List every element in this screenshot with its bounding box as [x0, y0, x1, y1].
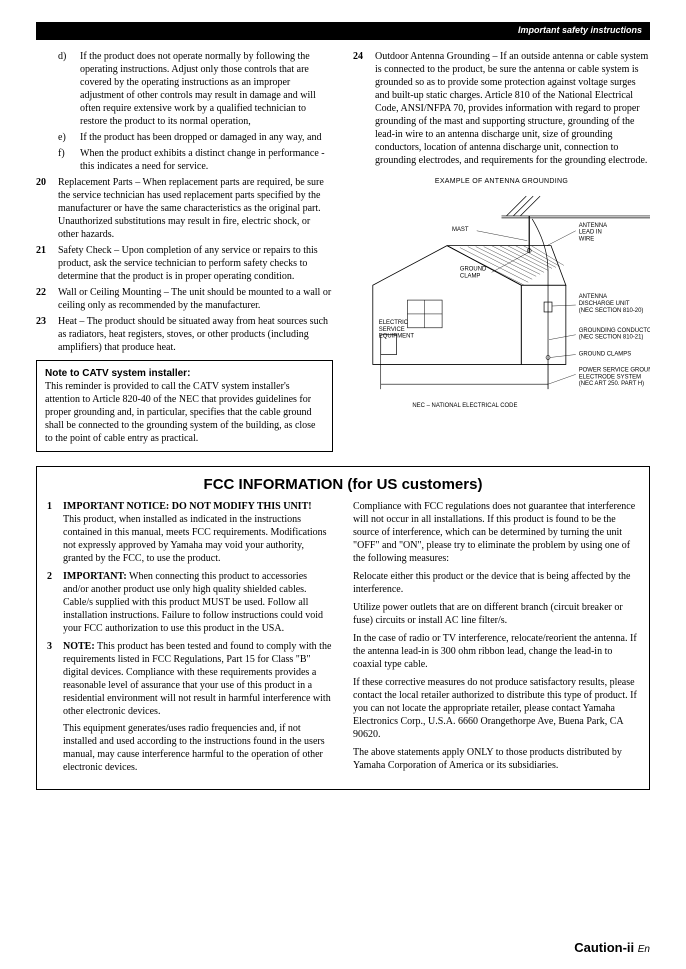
sub-text: When the product exhibits a distinct cha…	[80, 147, 333, 173]
sub-text: If the product has been dropped or damag…	[80, 131, 333, 144]
left-column: d)If the product does not operate normal…	[36, 50, 333, 452]
fcc-paragraph: In the case of radio or TV interference,…	[353, 632, 639, 671]
sub-letter: e)	[58, 131, 80, 144]
catv-note-box: Note to CATV system installer: This remi…	[36, 360, 333, 452]
label-antenna-leadin: ANTENNA LEAD IN WIRE	[579, 223, 609, 243]
fcc-left-column: 1IMPORTANT NOTICE: DO NOT MODIFY THIS UN…	[47, 500, 333, 779]
item-number: 22	[36, 286, 58, 312]
label-grounding-conductors: GROUNDING CONDUCTORS (NEC SECTION 810-21…	[579, 328, 650, 341]
fcc-item: 3NOTE: This product has been tested and …	[47, 640, 333, 774]
fcc-number: 1	[47, 500, 63, 565]
list-item: 21Safety Check – Upon completion of any …	[36, 244, 333, 283]
fcc-paragraph: Compliance with FCC regulations does not…	[353, 500, 639, 565]
label-power-service: POWER SERVICE GROUNDING ELECTRODE SYSTEM…	[579, 367, 650, 387]
item-number: 21	[36, 244, 58, 283]
fcc-columns: 1IMPORTANT NOTICE: DO NOT MODIFY THIS UN…	[47, 500, 639, 779]
footer-main: Caution-ii	[574, 940, 634, 955]
sub-item: d)If the product does not operate normal…	[58, 50, 333, 128]
two-column-top: d)If the product does not operate normal…	[36, 50, 650, 452]
label-electric-service: ELECTRIC SERVICE EQUIPMENT	[379, 320, 415, 340]
sub-item: f)When the product exhibits a distinct c…	[58, 147, 333, 173]
label-nec: NEC – NATIONAL ELECTRICAL CODE	[412, 403, 517, 409]
label-ground-clamps: GROUND CLAMPS	[579, 351, 631, 357]
note-title: Note to CATV system installer:	[45, 367, 324, 380]
label-ground-clamp: GROUNDCLAMP	[460, 266, 486, 279]
sub-item: e)If the product has been dropped or dam…	[58, 131, 333, 144]
footer-lang: En	[638, 944, 650, 955]
label-mast: MAST	[452, 227, 469, 233]
fcc-number: 2	[47, 570, 63, 635]
list-item: 20Replacement Parts – When replacement p…	[36, 176, 333, 241]
item-text: Heat – The product should be situated aw…	[58, 315, 333, 354]
fcc-paragraph: The above statements apply ONLY to those…	[353, 746, 639, 772]
fcc-paragraph: Relocate either this product or the devi…	[353, 570, 639, 596]
item-number: 23	[36, 315, 58, 354]
page: Important safety instructions d)If the p…	[0, 0, 686, 969]
right-column: 24 Outdoor Antenna Grounding – If an out…	[353, 50, 650, 452]
item-text: Outdoor Antenna Grounding – If an outsid…	[375, 50, 650, 167]
numbered-list: 20Replacement Parts – When replacement p…	[36, 176, 333, 354]
fcc-box: FCC INFORMATION (for US customers) 1IMPO…	[36, 466, 650, 791]
note-body: This reminder is provided to call the CA…	[45, 380, 324, 445]
fcc-paragraph: If these corrective measures do not prod…	[353, 676, 639, 741]
item-number: 20	[36, 176, 58, 241]
item-text: Replacement Parts – When replacement par…	[58, 176, 333, 241]
fcc-text: NOTE: This product has been tested and f…	[63, 640, 333, 774]
sub-list: d)If the product does not operate normal…	[58, 50, 333, 173]
fcc-number: 3	[47, 640, 63, 774]
diagram-title: EXAMPLE OF ANTENNA GROUNDING	[353, 177, 650, 186]
fcc-text: IMPORTANT NOTICE: DO NOT MODIFY THIS UNI…	[63, 500, 333, 565]
fcc-item: 1IMPORTANT NOTICE: DO NOT MODIFY THIS UN…	[47, 500, 333, 565]
page-footer: Caution-ii En	[574, 940, 650, 957]
sub-letter: f)	[58, 147, 80, 173]
fcc-list: 1IMPORTANT NOTICE: DO NOT MODIFY THIS UN…	[47, 500, 333, 774]
numbered-list: 24 Outdoor Antenna Grounding – If an out…	[353, 50, 650, 167]
sub-letter: d)	[58, 50, 80, 128]
item-number: 24	[353, 50, 375, 167]
fcc-text: IMPORTANT: When connecting this product …	[63, 570, 333, 635]
fcc-right-column: Compliance with FCC regulations does not…	[353, 500, 639, 779]
fcc-paragraph: Utilize power outlets that are on differ…	[353, 601, 639, 627]
list-item: 22Wall or Ceiling Mounting – The unit sh…	[36, 286, 333, 312]
antenna-grounding-diagram: MAST ANTENNA LEAD IN WIRE GROUNDCLAMP AN…	[353, 190, 650, 425]
item-text: Safety Check – Upon completion of any se…	[58, 244, 333, 283]
header-bar: Important safety instructions	[36, 22, 650, 40]
list-item: 23Heat – The product should be situated …	[36, 315, 333, 354]
item-text: Wall or Ceiling Mounting – The unit shou…	[58, 286, 333, 312]
fcc-item: 2IMPORTANT: When connecting this product…	[47, 570, 333, 635]
fcc-title: FCC INFORMATION (for US customers)	[47, 475, 639, 495]
list-item: 24 Outdoor Antenna Grounding – If an out…	[353, 50, 650, 167]
sub-text: If the product does not operate normally…	[80, 50, 333, 128]
label-discharge-unit: ANTENNA DISCHARGE UNIT (NEC SECTION 810-…	[579, 294, 644, 314]
